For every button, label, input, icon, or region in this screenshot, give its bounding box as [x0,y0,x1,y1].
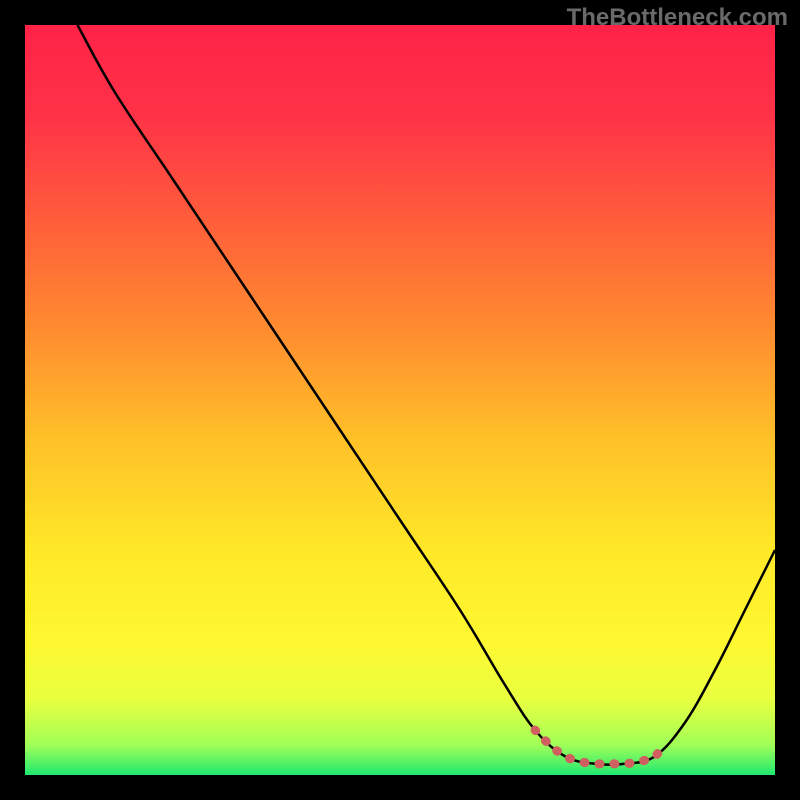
plot-area [25,25,775,775]
curve-svg [25,25,775,775]
main-curve [78,25,776,765]
watermark-text: TheBottleneck.com [567,4,788,32]
marker-segment [535,730,663,764]
